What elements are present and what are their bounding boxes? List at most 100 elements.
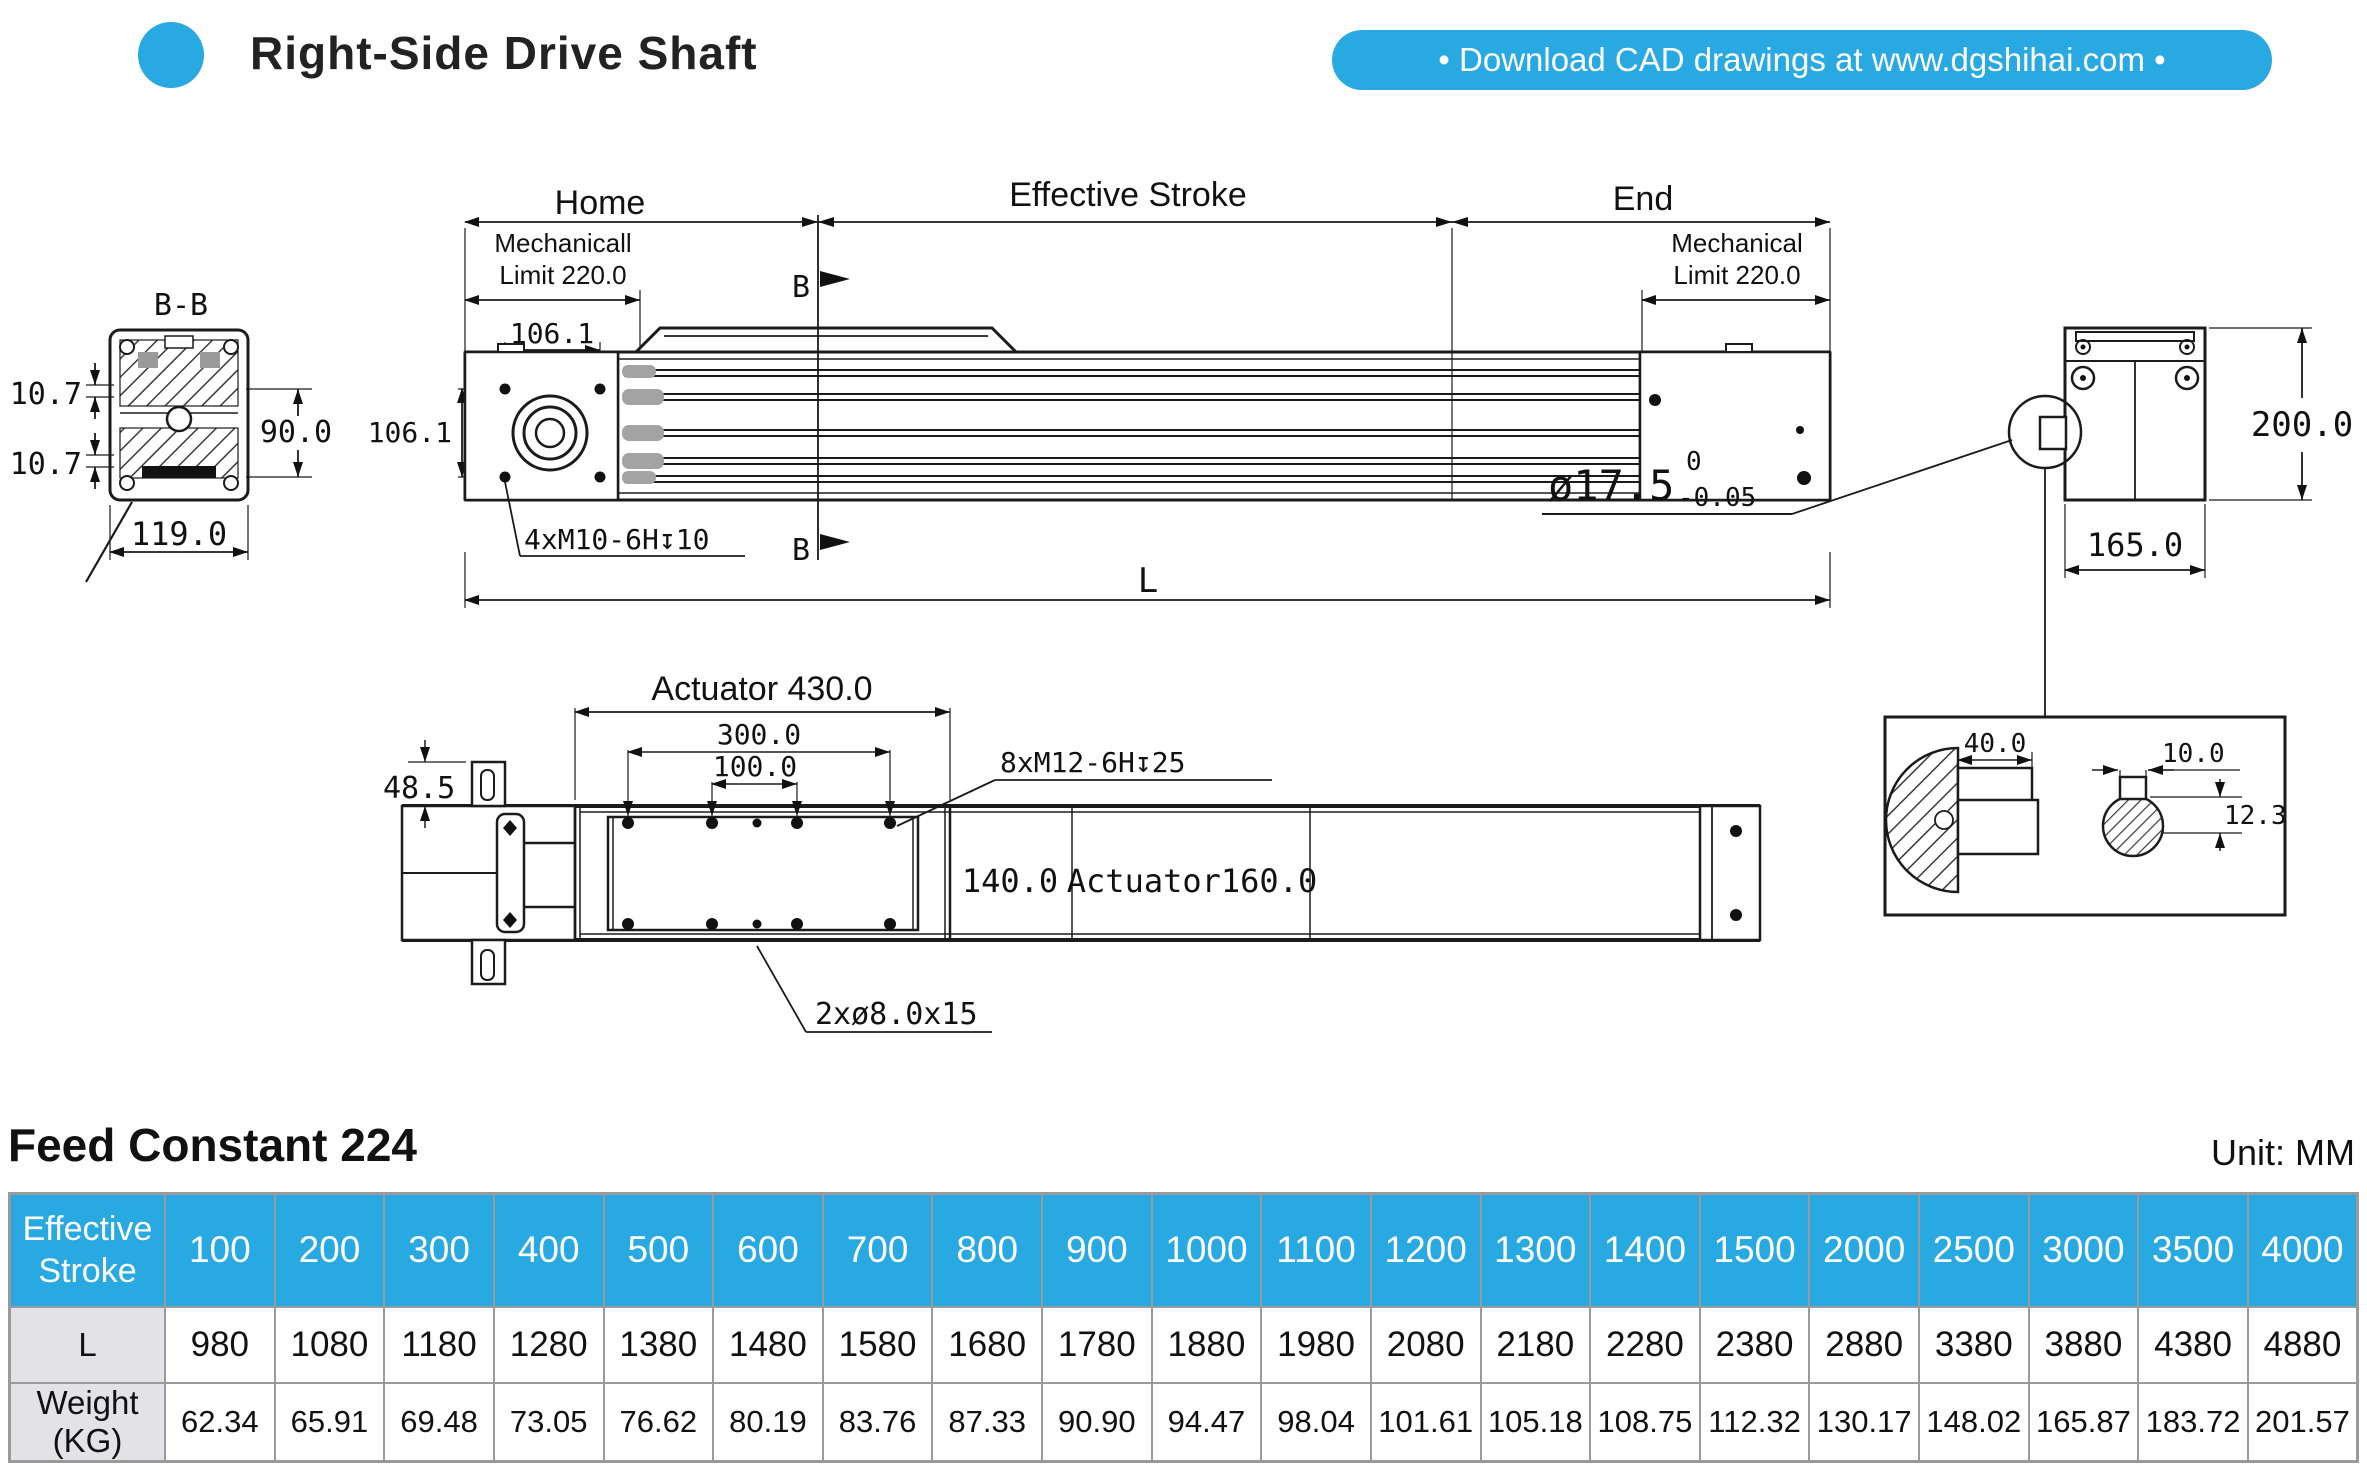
table-header-row: Effective Stroke 100 200 300 400 500 600 700 80… [8,1192,2359,1308]
dim-300: 300.0 [717,718,801,751]
weight-value-cell: 108.75 [1589,1381,1701,1462]
weight-value-cell: 94.47 [1150,1381,1263,1462]
shaft-detail-box: 40.0 10.0 12.3 [1883,715,2287,917]
weight-value-cell: 98.04 [1260,1381,1372,1462]
thread-note-m12: 8xM12-6H↧25 [1000,746,1185,779]
pin-hole-note: 2xø8.0x15 [815,997,978,1032]
length-value-cell: 1480 [712,1305,824,1384]
actuator-160-label: Actuator160.0 [1067,862,1317,900]
mech-limit-right-1: Mechanical [1671,228,1803,258]
bb-title: B-B [154,288,208,323]
stroke-column-header: 700 [821,1192,934,1308]
feed-constant-title: Feed Constant 224 [8,1119,417,1171]
bb-section-view: B-B [10,288,332,583]
weight-value-cell: 65.91 [273,1381,386,1462]
bottom-top-view: 48.5 100.0 300.0 [383,670,1762,1033]
mech-limit-left-2: Limit 220.0 [499,260,626,290]
length-value-cell: 2880 [1808,1305,1920,1384]
detail-dim-40: 40.0 [1964,729,2027,759]
length-value-cell: 1580 [821,1305,934,1384]
weight-value-cell: 83.76 [821,1381,934,1462]
section-marker-b-top: B [792,270,810,305]
length-value-cell: 1380 [602,1305,715,1384]
stroke-column-header: 900 [1041,1192,1153,1308]
length-value-cell: 2180 [1479,1305,1592,1384]
endview-dim-200: 200.0 [2251,405,2353,445]
stroke-column-header: 3500 [2137,1192,2249,1308]
cad-download-banner[interactable]: • Download CAD drawings at www.dgshihai.… [1332,30,2272,90]
dim-140: 140.0 [962,862,1058,900]
weight-value-cell: 87.33 [931,1381,1043,1462]
length-value-cell: 980 [164,1305,276,1384]
length-value-cell: 1280 [492,1305,605,1384]
page-title: Right-Side Drive Shaft [250,27,758,79]
mech-limit-left-1: Mechanicall [494,228,631,258]
length-value-cell: 1080 [273,1305,386,1384]
stroke-spec-table: Effective Stroke 100 200 300 400 500 600 700 80… [8,1192,2359,1463]
weight-value-cell: 165.87 [2027,1381,2140,1462]
stroke-column-header: 800 [931,1192,1043,1308]
stroke-column-header: 500 [602,1192,715,1308]
bb-dim-10-7-bottom: 10.7 [10,447,82,482]
weight-value-cell: 73.05 [492,1381,605,1462]
cad-drawing: B-B [10,176,2353,1033]
weight-value-cell: 69.48 [383,1381,495,1462]
stroke-column-header: 400 [492,1192,605,1308]
end-label: End [1613,180,1674,218]
mech-limit-right-2: Limit 220.0 [1673,260,1800,290]
weight-value-cell: 183.72 [2137,1381,2249,1462]
thread-note-m10: 4xM10-6H↧10 [524,523,709,556]
unit-label: Unit: MM [2211,1132,2355,1173]
length-value-cell: 2280 [1589,1305,1701,1384]
stroke-column-header: 4000 [2246,1192,2359,1308]
bb-dim-90: 90.0 [260,415,332,450]
actuator-430-label: Actuator 430.0 [651,670,872,708]
dim-106-1-vertical: 106.1 [368,416,452,449]
length-row-label: L [8,1305,166,1384]
stroke-column-header: 3000 [2027,1192,2140,1308]
effective-stroke-label: Effective Stroke [1009,176,1247,214]
weight-value-cell: 80.19 [712,1381,824,1462]
stroke-column-header: 1500 [1698,1192,1811,1308]
length-value-cell: 3380 [1918,1305,2030,1384]
shaft-tol-lower: -0.05 [1678,483,1756,513]
dim-100: 100.0 [713,750,797,783]
weight-value-cell: 112.32 [1698,1381,1811,1462]
length-value-cell: 4380 [2137,1305,2249,1384]
length-value-cell: 1680 [931,1305,1043,1384]
section-marker-b-bottom: B [792,533,810,568]
stroke-column-header: 100 [164,1192,276,1308]
weight-value-cell: 105.18 [1479,1381,1592,1462]
weight-value-cell: 130.17 [1808,1381,1920,1462]
main-side-view: Home Effective Stroke End Mechanicall Li… [368,176,2013,608]
table-corner-cell: Effective Stroke [8,1192,166,1308]
bb-dim-10-7-top: 10.7 [10,377,82,412]
home-label: Home [555,184,646,222]
end-view: 200.0 165.0 [2007,326,2353,717]
table-row-weight: Weight (KG) 62.34 65.91 69.48 73.05 76.62 80.… [8,1381,2359,1462]
weight-value-cell: 201.57 [2246,1381,2359,1462]
length-value-cell: 1180 [383,1305,495,1384]
stroke-column-header: 2000 [1808,1192,1920,1308]
shaft-tol-upper: 0 [1686,447,1702,477]
detail-dim-12-3: 12.3 [2224,801,2287,831]
weight-value-cell: 148.02 [1918,1381,2030,1462]
stroke-column-header: 1300 [1479,1192,1592,1308]
stroke-column-header: 1400 [1589,1192,1701,1308]
detail-dim-10: 10.0 [2162,739,2225,769]
stroke-column-header: 300 [383,1192,495,1308]
weight-value-cell: 101.61 [1369,1381,1482,1462]
length-value-cell: 3880 [2027,1305,2140,1384]
shaft-dia-label: ø17.5 [1548,461,1674,510]
length-value-cell: 2380 [1698,1305,1811,1384]
length-value-cell: 1980 [1260,1305,1372,1384]
weight-value-cell: 76.62 [602,1381,715,1462]
weight-row-label: Weight (KG) [8,1381,166,1462]
table-row-length: L 980 1080 1180 1280 1380 1480 1580 1680 1780 188… [8,1305,2359,1384]
weight-value-cell: 62.34 [164,1381,276,1462]
length-value-cell: 2080 [1369,1305,1482,1384]
stroke-column-header: 600 [712,1192,824,1308]
length-value-cell: 1880 [1150,1305,1263,1384]
length-l-label: L [1138,561,1158,601]
